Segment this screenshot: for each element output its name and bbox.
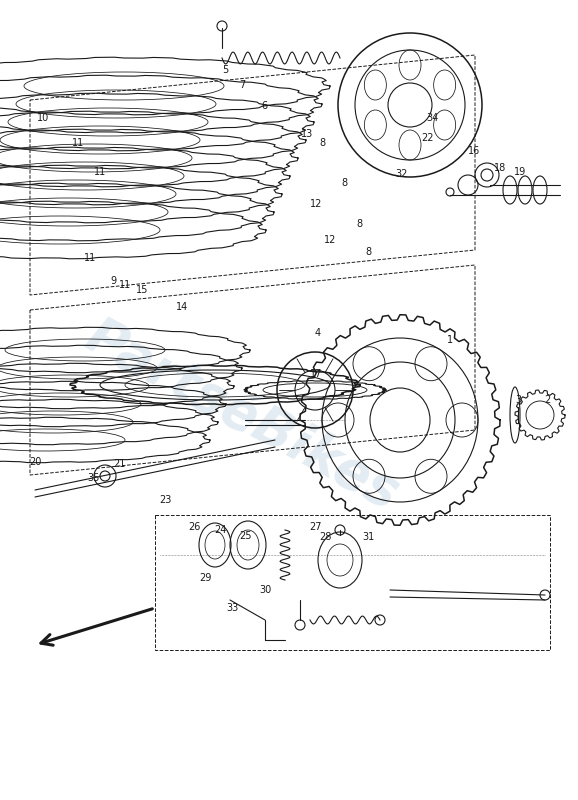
Text: 34: 34 — [426, 113, 438, 123]
Text: 28: 28 — [319, 532, 331, 542]
Text: 8: 8 — [356, 219, 362, 229]
Text: 14: 14 — [176, 302, 188, 312]
Text: 25: 25 — [240, 531, 252, 541]
Text: 11: 11 — [84, 253, 96, 263]
Text: 3: 3 — [515, 395, 521, 405]
Text: 18: 18 — [494, 163, 506, 173]
Text: 9: 9 — [110, 276, 116, 286]
Text: 15: 15 — [136, 285, 148, 295]
Text: 11: 11 — [94, 167, 106, 177]
Text: 5: 5 — [222, 65, 228, 75]
Text: 13: 13 — [301, 129, 313, 139]
Text: 19: 19 — [514, 167, 526, 177]
Text: 26: 26 — [188, 522, 200, 532]
Text: 8: 8 — [319, 138, 325, 148]
Text: 8: 8 — [341, 178, 347, 188]
Text: 11: 11 — [72, 138, 84, 148]
Text: 16: 16 — [468, 146, 480, 156]
Text: 32: 32 — [396, 169, 408, 179]
Text: 22: 22 — [422, 133, 434, 143]
Text: 7: 7 — [239, 80, 245, 90]
Text: 20: 20 — [29, 457, 41, 467]
Text: 33: 33 — [226, 603, 238, 613]
Text: 11: 11 — [119, 280, 131, 290]
Text: 30: 30 — [259, 585, 271, 595]
Text: 8: 8 — [365, 247, 371, 257]
Text: 27: 27 — [310, 522, 323, 532]
Text: 6: 6 — [261, 101, 267, 111]
Text: 4: 4 — [315, 328, 321, 338]
Text: 29: 29 — [199, 573, 211, 583]
Text: 12: 12 — [324, 235, 336, 245]
Text: 10: 10 — [37, 113, 49, 123]
Text: 24: 24 — [214, 525, 226, 535]
Text: 23: 23 — [159, 495, 171, 505]
Text: 31: 31 — [362, 532, 374, 542]
Text: 21: 21 — [113, 459, 125, 469]
Text: PartséBikes: PartséBikes — [77, 311, 409, 521]
Text: 1: 1 — [447, 335, 453, 345]
Text: 35: 35 — [87, 473, 99, 483]
Text: 17: 17 — [310, 369, 322, 379]
Text: 2: 2 — [544, 395, 550, 405]
Text: 12: 12 — [310, 199, 322, 209]
